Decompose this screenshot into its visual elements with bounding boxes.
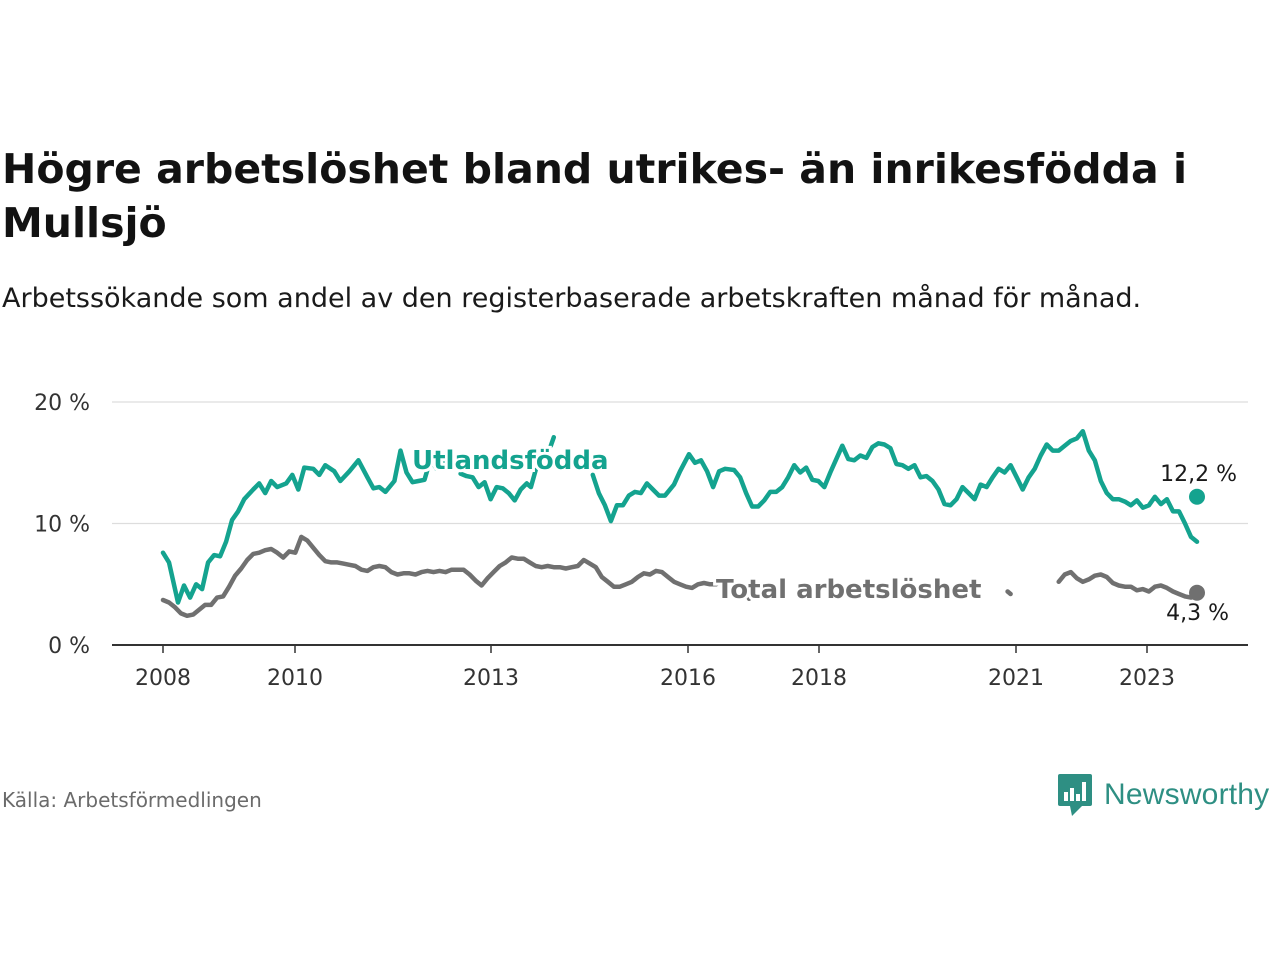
series-line-utlandsfodda bbox=[160, 448, 451, 605]
y-tick-label: 0 % bbox=[48, 634, 90, 659]
y-axis: 0 % 10 % 20 % bbox=[34, 391, 90, 659]
x-tick-label: 2023 bbox=[1119, 666, 1175, 691]
series-line-utlandsfodda bbox=[458, 467, 538, 503]
series-line-utlandsfodda bbox=[590, 428, 1200, 544]
page-title: Högre arbetslöshet bland utrikes- än inr… bbox=[2, 145, 1187, 247]
series-line-total bbox=[160, 534, 752, 619]
end-marker-total bbox=[1189, 584, 1205, 601]
x-tick-label: 2010 bbox=[267, 666, 323, 691]
chart-lines bbox=[160, 428, 1205, 619]
source-note: Källa: Arbetsförmedlingen bbox=[2, 788, 262, 812]
series-label-total: Total arbetslöshet bbox=[716, 575, 981, 605]
end-label-total: 4,3 % bbox=[1166, 601, 1229, 626]
x-axis: 2008 2010 2013 2016 2018 2021 2023 bbox=[112, 644, 1248, 691]
series-line-total bbox=[1005, 589, 1013, 597]
end-marker-utlandsfodda bbox=[1189, 488, 1205, 505]
brand-name: Newsworthy bbox=[1104, 778, 1270, 811]
x-tick-label: 2018 bbox=[791, 666, 847, 691]
chart-grid bbox=[112, 401, 1248, 525]
x-tick-label: 2013 bbox=[463, 666, 519, 691]
brand-logo[interactable]: Newsworthy bbox=[1058, 772, 1269, 818]
chart-labels: Utlandsfödda Total arbetslöshet 12,2 % 4,3 … bbox=[409, 443, 1240, 629]
series-line-total bbox=[1056, 569, 1200, 600]
x-tick-label: 2016 bbox=[660, 666, 716, 691]
series-line-utlandsfodda bbox=[548, 434, 557, 448]
x-tick-label: 2021 bbox=[988, 666, 1044, 691]
x-tick-label: 2008 bbox=[135, 666, 191, 691]
bar-chart-speech-bubble-icon bbox=[1058, 774, 1092, 816]
y-tick-label: 20 % bbox=[34, 391, 90, 416]
line-chart: 0 % 10 % 20 % 2008 2010 2013 2016 2018 2021 2023… bbox=[34, 391, 1248, 691]
y-tick-label: 10 % bbox=[34, 513, 90, 538]
end-label-utlandsfodda: 12,2 % bbox=[1160, 462, 1237, 487]
series-label-utlandsfodda: Utlandsfödda bbox=[412, 446, 609, 476]
chart-subtitle: Arbetssökande som andel av den registerb… bbox=[2, 283, 1142, 314]
